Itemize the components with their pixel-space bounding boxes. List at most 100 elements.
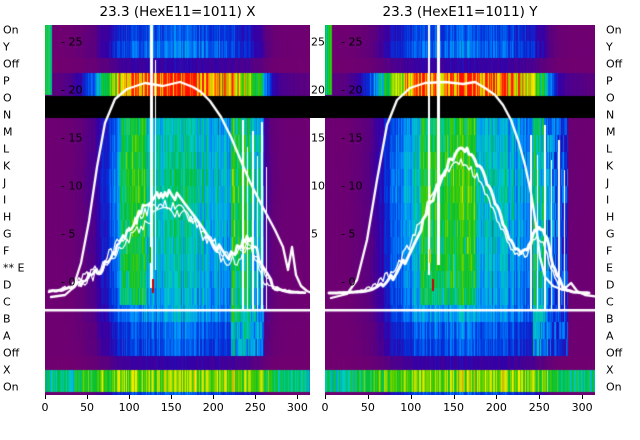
x-tick-label: 0 [321, 401, 329, 414]
x-tick-label: 150 [160, 401, 182, 414]
row-label-right-n: N [606, 108, 615, 122]
row-label-left-l: L [3, 142, 10, 156]
row-label-left-c: C [3, 295, 11, 309]
x-tick-mark [297, 395, 299, 399]
x-tick-mark [367, 395, 369, 399]
row-label-right-a: A [606, 329, 614, 343]
row-label-right-i: I [606, 193, 610, 207]
row-label-left-h: H [3, 210, 12, 224]
row-label-right-on: On [606, 23, 622, 37]
row-label-left-off: Off [3, 57, 20, 71]
row-label-right-y: Y [606, 40, 613, 54]
row-label-right-x: X [606, 363, 614, 377]
row-label-right-p: P [606, 74, 613, 88]
y-tick-label-y: - 0 [341, 275, 356, 289]
x-tick-mark [582, 395, 584, 399]
row-label-left-off: Off [3, 346, 20, 360]
y-tick-label-x: - 10 [61, 179, 83, 193]
y-tick-mid-label: 25 [311, 35, 325, 49]
y-tick-mid-label: 15 [311, 131, 325, 145]
x-tick-mark [213, 395, 215, 399]
y-tick-label-y: - 25 [341, 35, 363, 49]
row-label-right-h: H [606, 210, 615, 224]
heatmap-panel-y: - 25 - 20 - 15 - 10 - 5 - 0 [325, 25, 595, 395]
x-tick-mark [410, 395, 412, 399]
row-label-left-on: On [3, 23, 19, 37]
x-axis-right: 0 50 100 150 200 250 300 [322, 395, 595, 425]
x-tick-label: 300 [286, 401, 308, 414]
x-tick-mark [325, 395, 326, 399]
row-label-right-l: L [606, 142, 613, 156]
y-tick-label-x: - 5 [61, 227, 76, 241]
x-tick-mark [453, 395, 455, 399]
x-tick-label: 250 [244, 401, 266, 414]
x-tick-label: 150 [443, 401, 465, 414]
row-label-right-f: F [606, 244, 613, 258]
row-label-right-off: Off [606, 57, 623, 71]
x-tick-label: 100 [400, 401, 422, 414]
x-tick-label: 100 [118, 401, 140, 414]
x-tick-label: 250 [528, 401, 550, 414]
y-tick-mid-label: 20 [311, 83, 325, 97]
x-tick-mark [129, 395, 131, 399]
row-label-right-b: B [606, 312, 614, 326]
row-label-right-e: E [606, 261, 613, 275]
heatmap-panel-x: - 25 - 20 - 15 - 10 - 5 - 0 [45, 25, 310, 395]
row-label-left-g: G [3, 227, 12, 241]
row-label-right-j: J [606, 176, 610, 190]
row-label-left-m: M [3, 125, 13, 139]
x-tick-mark [539, 395, 541, 399]
y-tick-label-x: - 25 [61, 35, 83, 49]
panel-title-y: 23.3 (HexE11=1011) Y [382, 4, 538, 20]
row-label-left-j: J [3, 176, 7, 190]
x-tick-label: 50 [360, 401, 375, 414]
heatmap-canvas-y [325, 25, 595, 395]
y-tick-label-y: - 10 [341, 179, 363, 193]
row-label-left-p: P [3, 74, 10, 88]
y-tick-label-y: - 5 [341, 227, 356, 241]
x-tick-label: 0 [41, 401, 49, 414]
black-band-gap [310, 96, 325, 118]
y-tick-label-y: - 15 [341, 131, 363, 145]
row-label-left-on: On [3, 380, 19, 394]
row-label-left-e: ** E [3, 261, 25, 275]
row-label-left-a: A [3, 329, 11, 343]
x-tick-label: 200 [202, 401, 224, 414]
row-label-left-b: B [3, 312, 11, 326]
row-label-right-c: C [606, 295, 614, 309]
left-axis-labels: On Y Off P O N M L K J I H G F ** E D C B A Off X On [0, 25, 44, 395]
row-label-left-x: X [3, 363, 11, 377]
x-tick-label: 50 [80, 401, 95, 414]
y-tick-label-x: - 20 [61, 83, 83, 97]
row-label-left-o: O [3, 91, 12, 105]
mid-axis-labels: 25 20 15 10 5 [310, 25, 325, 395]
y-tick-mid-label: 5 [311, 227, 318, 241]
heatmap-canvas-x [45, 25, 310, 395]
right-axis-labels: On Y Off P O N M L K J I H G F E D C B A Off X On [602, 25, 640, 395]
row-label-right-k: K [606, 159, 614, 173]
row-label-left-f: F [3, 244, 10, 258]
row-label-right-o: O [606, 91, 615, 105]
row-label-left-n: N [3, 108, 12, 122]
row-label-left-d: D [3, 278, 12, 292]
row-label-right-g: G [606, 227, 615, 241]
row-label-right-on: On [606, 380, 622, 394]
y-tick-mid-label: 10 [311, 179, 325, 193]
x-axis-left: 0 50 100 150 200 250 300 [42, 395, 310, 425]
row-label-right-m: M [606, 125, 616, 139]
x-tick-mark [45, 395, 46, 399]
x-tick-mark [255, 395, 257, 399]
row-label-left-i: I [3, 193, 7, 207]
y-tick-label-x: - 0 [61, 275, 76, 289]
x-tick-mark [171, 395, 173, 399]
x-tick-mark [496, 395, 498, 399]
panel-title-x: 23.3 (HexE11=1011) X [99, 4, 256, 20]
row-label-left-y: Y [3, 40, 10, 54]
x-tick-mark [87, 395, 89, 399]
y-tick-label-y: - 20 [341, 83, 363, 97]
y-tick-label-x: - 15 [61, 131, 83, 145]
row-label-right-d: D [606, 278, 615, 292]
row-label-left-k: K [3, 159, 11, 173]
x-tick-label: 300 [571, 401, 593, 414]
